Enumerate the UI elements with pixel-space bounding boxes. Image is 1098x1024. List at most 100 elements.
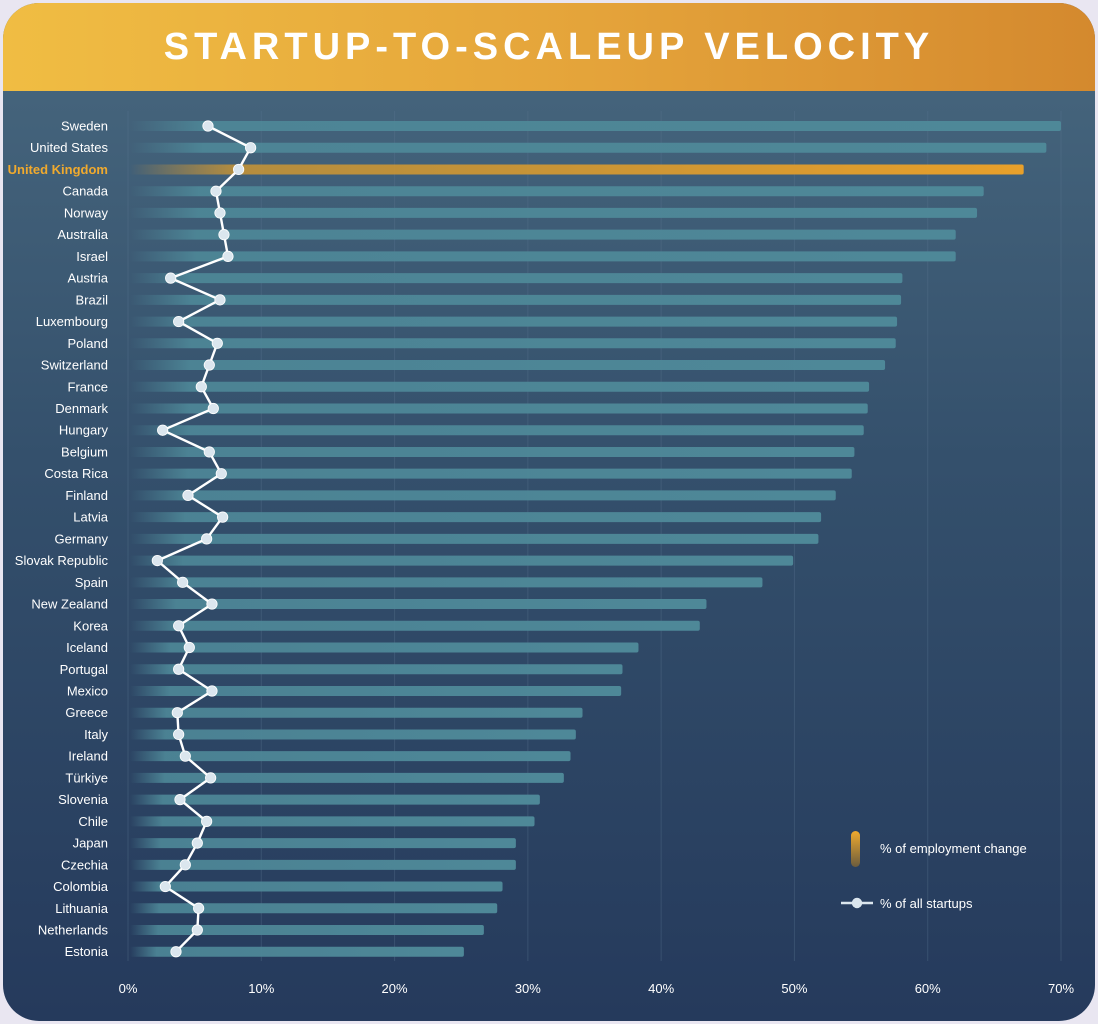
startups-point	[191, 837, 203, 849]
startups-point	[207, 402, 219, 415]
startups-point	[173, 663, 185, 675]
category-label: Switzerland	[41, 358, 108, 373]
bar	[130, 925, 484, 936]
legend-label-employment: % of employment change	[880, 841, 1027, 856]
startups-point	[179, 859, 191, 871]
bar	[130, 273, 903, 284]
startups-point	[214, 294, 226, 306]
category-label: New Zealand	[31, 597, 108, 612]
category-label: Chile	[78, 814, 108, 829]
category-label: Australia	[57, 227, 108, 242]
category-label: Portugal	[60, 662, 109, 677]
bar	[130, 142, 1047, 153]
bar	[130, 207, 978, 218]
category-label: Poland	[68, 336, 108, 351]
category-label: Colombia	[53, 879, 109, 894]
category-label: Lithuania	[55, 901, 109, 916]
category-label: Hungary	[59, 423, 109, 438]
bar	[130, 229, 956, 240]
category-label: Czechia	[61, 857, 109, 872]
startups-point	[205, 772, 217, 784]
startups-point	[159, 880, 171, 893]
category-label: Slovenia	[58, 792, 109, 807]
bar	[130, 838, 516, 849]
category-label: Greece	[65, 705, 108, 720]
startups-point	[210, 185, 222, 197]
startups-point	[193, 902, 205, 914]
category-label: Iceland	[66, 640, 108, 655]
startups-point	[165, 272, 177, 284]
bar	[130, 946, 464, 957]
bar	[130, 490, 836, 501]
bar	[130, 664, 623, 675]
category-label: Slovak Republic	[15, 553, 109, 568]
bar-highlight	[130, 164, 1024, 175]
startups-point	[203, 446, 215, 458]
category-label: Brazil	[75, 292, 108, 307]
category-label: Netherlands	[38, 923, 109, 938]
startups-point	[157, 424, 169, 436]
startups-point	[206, 598, 218, 610]
category-label: Canada	[62, 184, 108, 199]
bar	[130, 425, 864, 436]
chart-title: STARTUP-TO-SCALEUP VELOCITY	[163, 25, 935, 68]
startups-point	[217, 511, 229, 523]
bar	[130, 685, 622, 696]
bar	[130, 772, 564, 783]
startups-point	[201, 815, 213, 827]
startups-point	[195, 381, 207, 393]
bar	[130, 338, 896, 349]
bar	[130, 903, 498, 914]
x-tick-label: 50%	[781, 981, 807, 996]
chart-card: STARTUP-TO-SCALEUP VELOCITY Sweden United…	[3, 3, 1095, 1021]
x-tick-label: 60%	[915, 981, 941, 996]
category-label: Ireland	[68, 749, 108, 764]
category-label: Austria	[68, 271, 109, 286]
startups-point	[233, 163, 245, 176]
x-tick-label: 0%	[119, 981, 138, 996]
category-label: Italy	[84, 727, 108, 742]
legend-swatch-startups-point	[851, 897, 863, 909]
startups-point	[182, 489, 194, 502]
bar	[130, 251, 956, 262]
category-label: Norway	[64, 205, 109, 220]
bar	[130, 751, 571, 762]
bar	[130, 729, 576, 740]
category-label: Costa Rica	[44, 466, 108, 481]
bar	[130, 446, 855, 457]
x-tick-label: 30%	[515, 981, 541, 996]
category-label: Luxembourg	[36, 314, 108, 329]
category-label: Spain	[75, 575, 108, 590]
startups-point	[202, 120, 214, 132]
startups-point	[245, 142, 257, 154]
category-label: Latvia	[73, 510, 108, 525]
bar	[130, 816, 535, 827]
startups-point	[151, 554, 163, 567]
startups-point	[171, 707, 183, 719]
category-label: United States	[30, 140, 109, 155]
bar	[130, 707, 583, 718]
bar	[130, 620, 700, 631]
startups-point	[177, 576, 189, 588]
startups-point	[179, 750, 191, 762]
bar	[130, 512, 822, 523]
category-label: Türkiye	[65, 770, 108, 785]
bar	[130, 881, 503, 892]
category-label: Finland	[65, 488, 108, 503]
startups-point	[211, 337, 223, 349]
legend-swatch-employment	[851, 831, 860, 867]
startups-point	[191, 924, 203, 936]
x-tick-label: 20%	[382, 981, 408, 996]
bar	[130, 533, 819, 544]
bar	[130, 599, 707, 610]
bar	[130, 294, 902, 305]
startups-point	[201, 533, 213, 545]
bar	[130, 121, 1061, 131]
startups-point	[218, 229, 230, 241]
bar	[130, 794, 540, 805]
startups-point	[222, 250, 234, 262]
bar	[130, 468, 852, 479]
startups-point	[170, 946, 182, 958]
category-label: Mexico	[67, 683, 108, 698]
x-tick-label: 40%	[648, 981, 674, 996]
